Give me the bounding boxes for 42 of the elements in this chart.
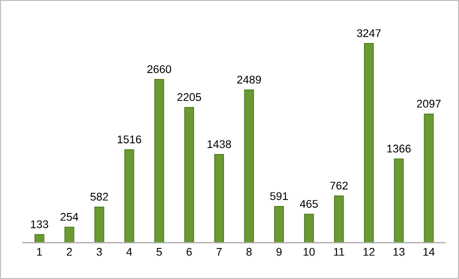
data-label: 3247 xyxy=(356,29,381,38)
bar xyxy=(124,149,134,243)
data-label: 254 xyxy=(60,212,78,221)
bar xyxy=(334,196,344,243)
x-tick-label: 3 xyxy=(96,248,102,256)
bar xyxy=(394,158,404,243)
bar xyxy=(274,206,284,243)
data-label: 582 xyxy=(90,192,108,201)
bar xyxy=(184,106,194,243)
x-tick-label: 11 xyxy=(334,248,344,256)
data-label: 2205 xyxy=(177,93,202,102)
data-label: 591 xyxy=(270,192,288,200)
x-tick-label: 12 xyxy=(364,248,374,256)
x-tick-label: 6 xyxy=(186,248,192,256)
x-tick-label: 9 xyxy=(276,248,282,256)
bar xyxy=(424,114,434,243)
data-label: 1366 xyxy=(387,144,411,153)
data-label: 133 xyxy=(30,220,48,228)
data-label: 1438 xyxy=(208,140,231,148)
data-label: 465 xyxy=(300,200,318,208)
bar xyxy=(364,43,374,243)
x-tick-label: 5 xyxy=(156,248,162,256)
bar xyxy=(244,90,254,243)
data-label: 2660 xyxy=(147,65,172,74)
bar xyxy=(64,226,74,243)
x-tick-label: 10 xyxy=(304,248,315,256)
data-label: 762 xyxy=(330,182,348,190)
bar xyxy=(154,79,164,243)
x-tick-label: 4 xyxy=(126,248,132,256)
bar xyxy=(94,206,104,243)
x-tick-label: 14 xyxy=(423,248,435,256)
data-label: 2489 xyxy=(237,76,261,84)
bar xyxy=(34,234,44,243)
x-tick-label: 2 xyxy=(66,248,72,256)
bar xyxy=(214,154,224,243)
data-label: 1516 xyxy=(118,135,142,144)
x-tick-label: 8 xyxy=(246,248,252,256)
x-tick-label: 13 xyxy=(394,248,405,256)
data-label: 2097 xyxy=(416,100,441,108)
x-tick-label: 1 xyxy=(37,248,42,256)
bar xyxy=(304,214,314,243)
x-tick-label: 7 xyxy=(216,248,222,256)
